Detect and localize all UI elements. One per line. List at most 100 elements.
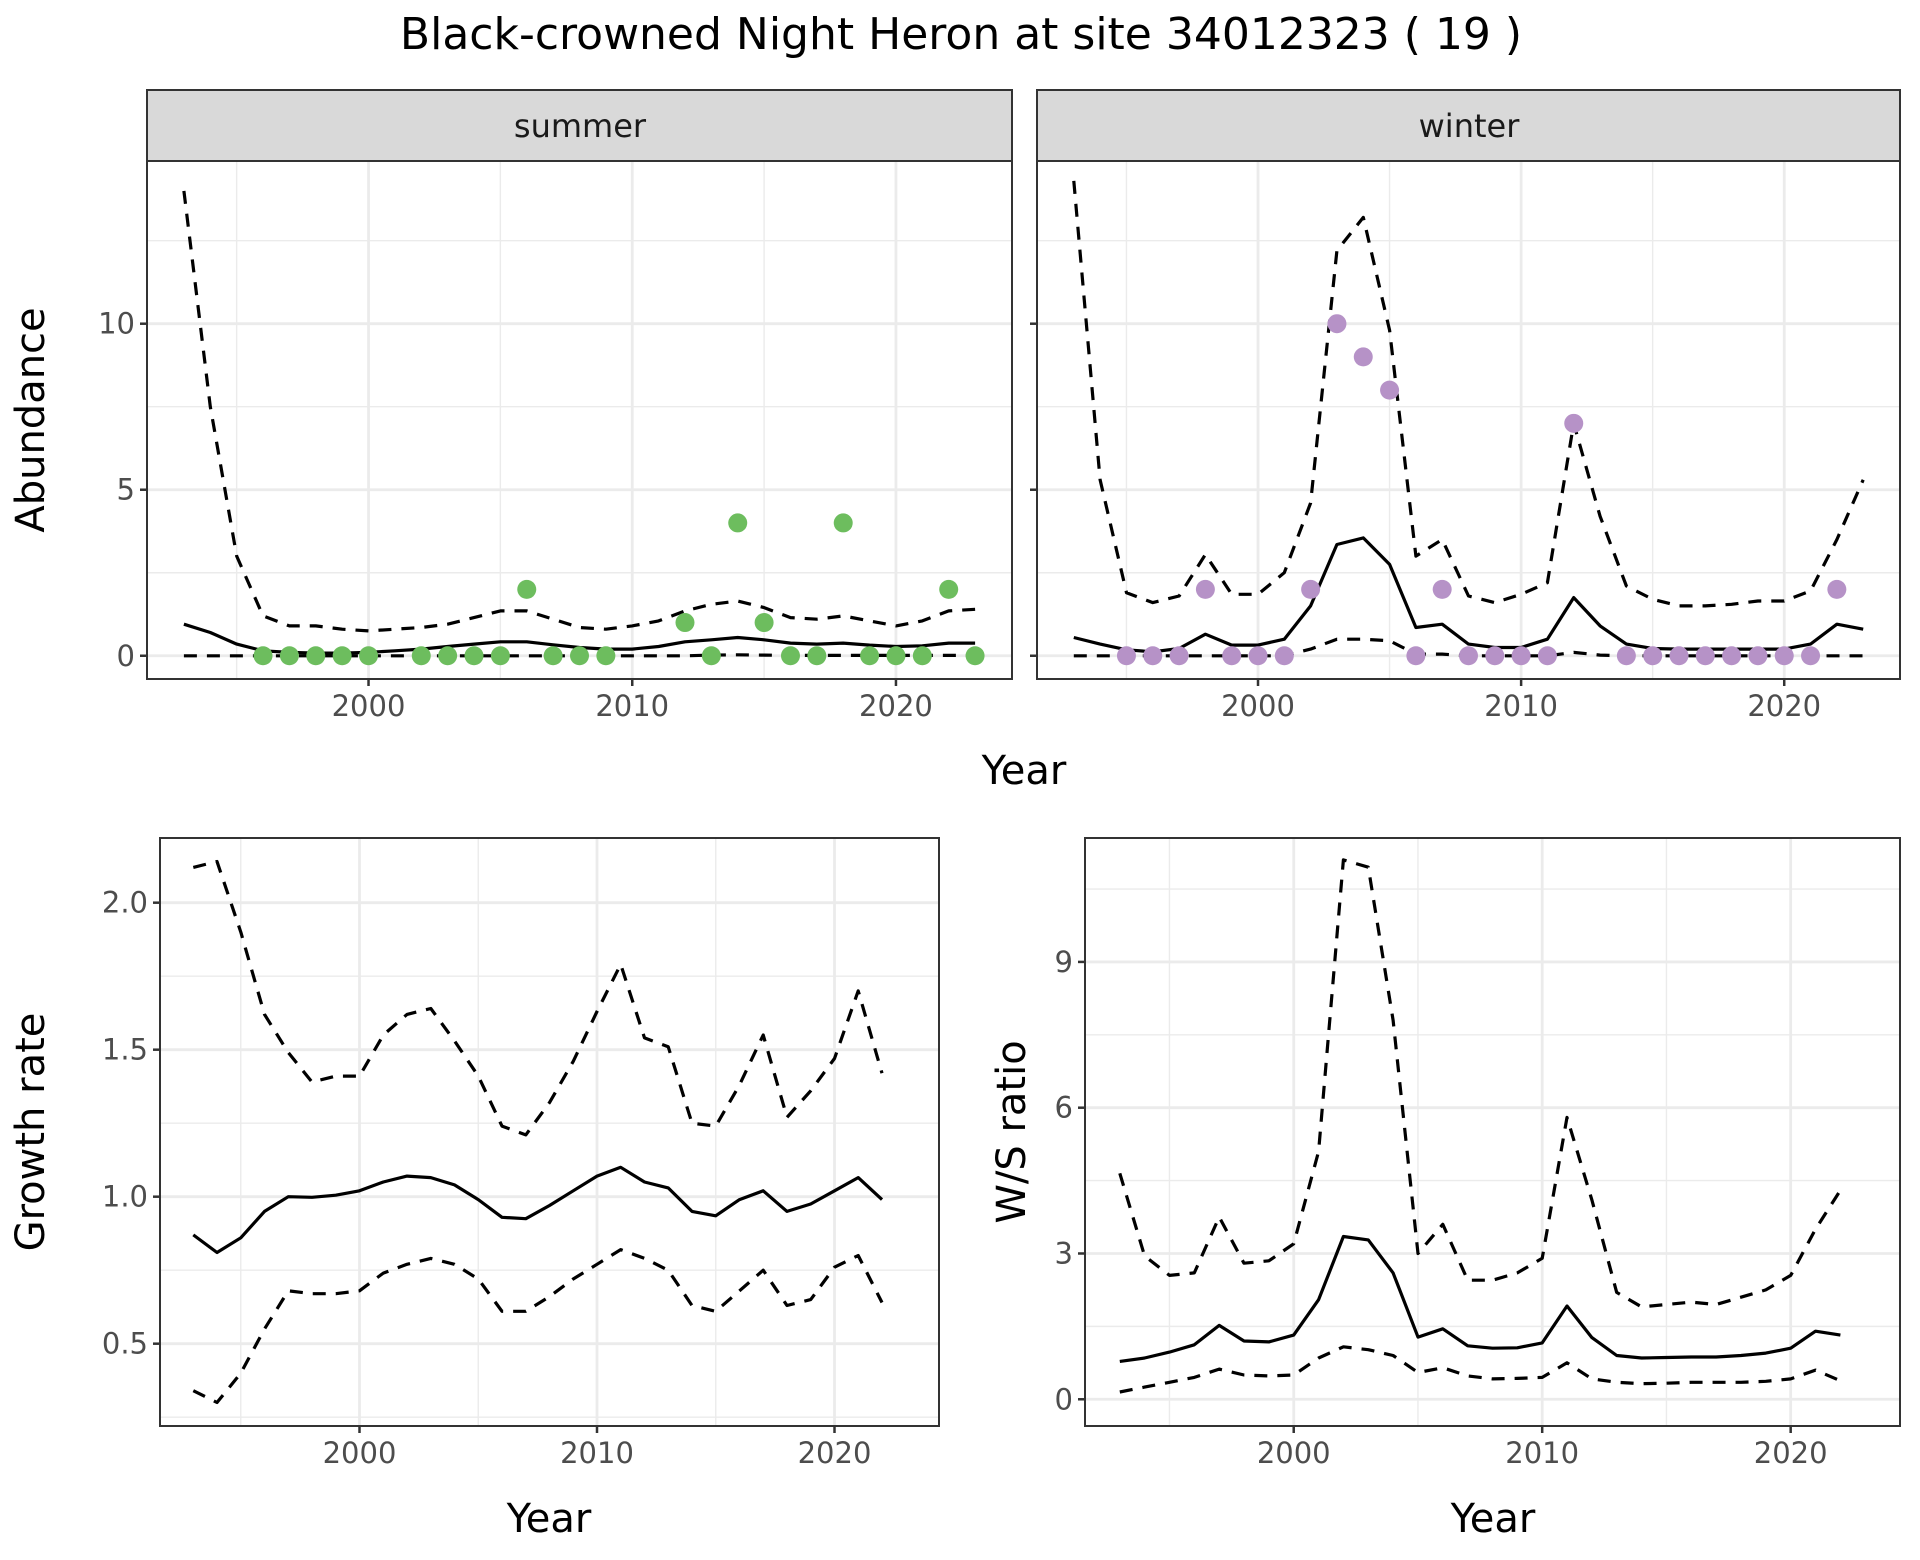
x-tick-label: 2020 [1747,689,1821,723]
strip-label-winter: winter [1419,107,1521,145]
data-point [912,646,932,666]
y-tick-label: 9 [1055,945,1073,979]
x-tick-label: 2000 [1257,1436,1331,1470]
data-point [1327,314,1347,334]
panel-border [1036,160,1901,680]
x-tick-label: 2010 [1505,1436,1579,1470]
data-point [1222,646,1242,666]
data-point [1801,646,1821,666]
data-point [253,646,273,666]
series-line-estimate [192,1165,884,1255]
series-line-lower [192,1248,884,1405]
data-point [939,579,959,599]
data-point [490,646,510,666]
series-line-estimate [1119,1234,1841,1363]
x-axis-title-growth: Year [506,1496,592,1542]
data-point [1695,646,1715,666]
data-point [1143,646,1163,666]
data-point [701,646,721,666]
series-line-upper [1072,180,1865,608]
data-point [1827,579,1847,599]
y-axis-title-ratio: W/S ratio [989,1040,1035,1223]
x-tick-label: 2010 [560,1436,634,1470]
data-point [1669,646,1689,666]
data-point [1564,413,1584,433]
data-point [279,646,299,666]
data-point [754,613,774,633]
series-line-upper [182,190,976,633]
x-tick-label: 2000 [1221,689,1295,723]
data-point [1274,646,1294,666]
x-axis-title-ratio: Year [1450,1496,1536,1542]
y-tick-label: 1.0 [102,1180,148,1214]
data-point [306,646,326,666]
y-axis-title-growth: Growth rate [8,1013,54,1252]
data-point [1748,646,1768,666]
data-point [1169,646,1189,666]
x-tick-label: 2020 [1754,1436,1828,1470]
data-point [807,646,827,666]
panel-ws-ratio: 2000 2010 2020 0 3 6 9 [1055,837,1901,1470]
y-tick-label: 5 [117,473,135,507]
y-tick-label: 0 [1055,1382,1073,1416]
x-tick-label: 2020 [798,1436,872,1470]
data-point [1406,646,1426,666]
panel-border [1084,837,1901,1427]
data-point [1459,646,1478,666]
data-point [1722,646,1742,666]
y-tick-label: 6 [1055,1091,1073,1125]
data-point [1380,380,1400,400]
data-point [1432,579,1452,599]
series-line-lower [1119,1345,1842,1394]
x-tick-label: 2010 [595,689,669,723]
x-axis-title-abundance: Year [981,748,1067,794]
data-point [1643,646,1663,666]
panel-border [159,837,940,1427]
y-tick-label: 0.5 [102,1327,148,1361]
data-point [886,646,906,666]
data-point [1485,646,1505,666]
panel-growth-rate: 2000 2010 2020 0.5 1.0 1.5 2.0 [102,837,940,1470]
data-point [728,513,748,533]
strip-winter [1036,89,1901,162]
plot-area [1037,161,1900,679]
x-tick-label: 2020 [859,689,933,723]
panel-summer: summer 2000 2010 2020 0 5 10 [98,89,1013,723]
strip-label-summer: summer [514,107,647,145]
data-point [596,646,616,666]
data-point [1774,646,1794,666]
data-point [332,646,352,666]
data-point [833,513,853,533]
data-point [1248,646,1268,666]
data-point [1353,347,1373,367]
data-point [570,646,589,666]
series-line-upper [192,859,884,1137]
data-point [438,646,458,666]
data-point [359,646,379,666]
plot-area [147,161,1012,679]
plot-area [160,838,939,1426]
data-point [1116,646,1136,666]
panel-winter: winter 2000 2010 2020 [1030,89,1901,723]
data-point [860,646,880,666]
y-tick-label: 10 [98,307,135,341]
x-tick-label: 2000 [332,689,406,723]
x-tick-label: 2010 [1484,689,1558,723]
data-point [464,646,484,666]
data-point [675,613,695,633]
data-point [1301,579,1321,599]
data-point [780,646,800,666]
figure-title: Black-crowned Night Heron at site 340123… [400,9,1522,60]
panel-border [146,160,1013,680]
strip-summer [146,89,1013,162]
data-point [1511,646,1531,666]
plot-area [1085,838,1900,1426]
data-point [411,646,431,666]
data-point [1616,646,1636,666]
data-point [543,646,563,666]
y-tick-label: 1.5 [102,1033,148,1067]
data-point [1537,646,1557,666]
y-tick-label: 0 [117,639,135,673]
series-line-upper [1118,858,1842,1309]
